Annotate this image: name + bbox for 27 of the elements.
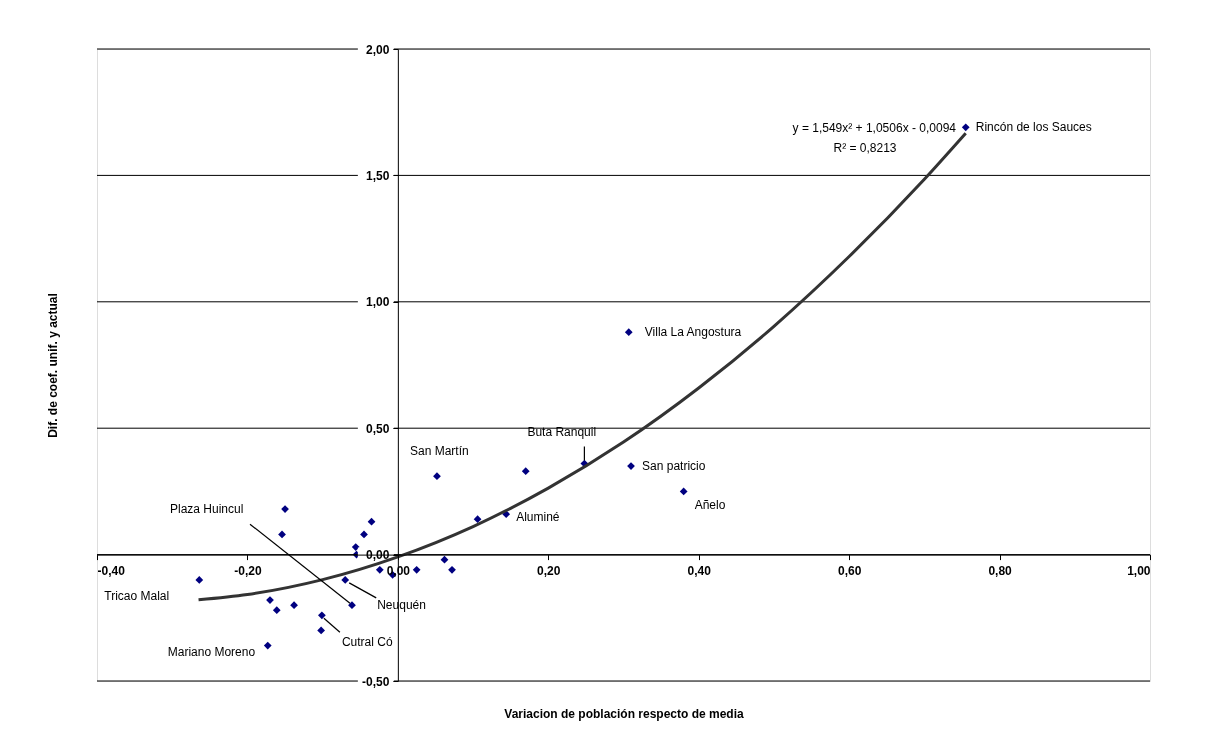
annotation: San patricio <box>642 459 706 474</box>
annotation: Añelo <box>694 498 726 513</box>
annotation: Plaza Huincul <box>169 502 244 517</box>
y-tick-label: 1,50 <box>366 168 390 183</box>
annotation: R² = 0,8213 <box>833 141 897 155</box>
y-tick-label: 2,00 <box>366 42 390 57</box>
annotation: Buta Ranquil <box>527 424 597 439</box>
x-tick-label: 1,00 <box>1127 564 1151 579</box>
annotation: Aluminé <box>516 510 560 525</box>
annotation: Cutral Có <box>341 635 393 650</box>
x-axis-title: Variacion de población respecto de media <box>504 706 745 721</box>
y-tick-label: 1,00 <box>366 295 390 310</box>
annotation: Villa La Angostura <box>644 325 742 340</box>
annotation: Rincón de los Sauces <box>975 120 1092 135</box>
annotation: y = 1,549x² + 1,0506x - 0,0094 <box>792 121 957 135</box>
x-tick-label: 0,60 <box>837 564 862 579</box>
x-tick-label: 0,20 <box>537 564 561 579</box>
y-tick-label: 0,50 <box>366 421 390 436</box>
y-axis-title: Dif. de coef. unif. y actual <box>45 293 60 438</box>
x-tick-label: -0,20 <box>234 564 262 579</box>
x-tick-label: 0,80 <box>988 564 1013 579</box>
annotation: Tricao Malal <box>104 588 170 603</box>
y-tick-label: -0,50 <box>362 674 390 689</box>
x-tick-label: 0,40 <box>687 564 712 579</box>
x-tick-label: -0,40 <box>97 564 126 579</box>
annotation: San Martín <box>409 444 469 459</box>
annotation: Mariano Moreno <box>167 644 256 659</box>
